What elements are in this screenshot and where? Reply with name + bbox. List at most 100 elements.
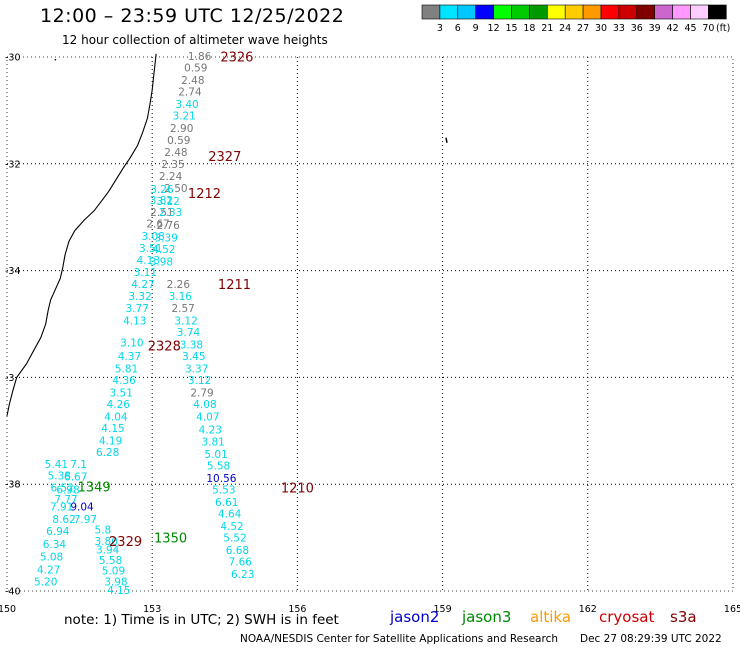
- color-bin-swatch: [672, 4, 691, 20]
- wave-height-value: 4.15: [101, 423, 124, 435]
- color-bar-unit: (ft): [716, 23, 730, 34]
- longitude-tick-label: 162: [579, 604, 597, 615]
- wave-height-value: 3.81: [201, 436, 224, 448]
- wave-height-value: 4.23: [199, 425, 222, 437]
- satellite-legend-jason2: jason2: [390, 608, 440, 626]
- color-bin-label: 3: [437, 23, 443, 34]
- color-bin-swatch: [618, 4, 638, 20]
- color-bin-swatch: [546, 4, 566, 20]
- wave-height-value: 7.97: [74, 514, 97, 526]
- wave-height-value: 6.67: [64, 472, 87, 484]
- wave-height-value: 5.38: [48, 471, 71, 483]
- wave-height-value: 2.57: [171, 303, 194, 315]
- pass-number-label: 2329: [109, 535, 142, 550]
- wave-height-value: 3.98: [150, 257, 173, 269]
- wave-height-value: 7.77: [54, 494, 77, 506]
- longitude-tick-label: 150: [0, 604, 16, 615]
- wave-height-value: 2.76: [156, 220, 180, 232]
- color-bin-label: 27: [577, 23, 589, 34]
- wave-height-value: 6.61: [215, 497, 238, 509]
- wave-height-value: 0.59: [184, 63, 207, 75]
- wave-height-value: 5.58: [99, 555, 122, 567]
- latitude-tick-label: -40: [5, 587, 21, 598]
- wave-height-value: 3.16: [169, 291, 193, 303]
- wave-height-value: 3.32: [128, 291, 151, 303]
- small-island: [54, 58, 57, 61]
- wave-height-value: 2.67: [146, 219, 169, 231]
- wave-height-value: 2.51: [150, 207, 173, 219]
- wave-height-value: 5.41: [45, 459, 68, 471]
- color-bin-swatch: [582, 4, 602, 20]
- wave-height-value: 3.94: [96, 544, 120, 556]
- wave-height-value: 3.12: [156, 196, 179, 208]
- wave-height-value: 3.12: [174, 315, 197, 327]
- longitude-tick-label: 159: [434, 604, 452, 615]
- pass-number-label: 2327: [208, 150, 241, 165]
- wave-height-value: 5.20: [34, 576, 57, 588]
- wave-height-value: 4.27: [131, 279, 154, 291]
- color-bin-label: 39: [649, 23, 661, 34]
- wave-height-value: 4.07: [196, 411, 219, 423]
- wave-height-value: 2.24: [159, 171, 183, 183]
- wave-height-value: 4.13: [123, 315, 146, 327]
- color-bin-label: 33: [613, 23, 625, 34]
- color-bin-label: 36: [631, 23, 643, 34]
- wave-height-value: 2.48: [181, 75, 204, 87]
- wave-height-value: 4.64: [218, 509, 242, 521]
- latitude-tick-label: -38: [5, 480, 21, 491]
- wave-height-value: 7.91: [50, 502, 73, 514]
- wave-height-value: 4.37: [118, 351, 141, 363]
- color-bin-label: 24: [559, 23, 571, 34]
- pass-number-label: 1210: [281, 481, 314, 496]
- wave-height-value: 1.86: [188, 51, 212, 63]
- color-bin-label: 42: [667, 23, 679, 34]
- wave-height-value: 3.39: [155, 232, 178, 244]
- wave-height-value: 6.23: [231, 569, 254, 581]
- lat-lon-grid: [7, 57, 733, 591]
- wave-height-value: 2.79: [190, 387, 213, 399]
- satellite-legend-s3a: s3a: [670, 608, 697, 626]
- color-bin-label: 6: [455, 23, 461, 34]
- wave-height-value: 7.66: [229, 557, 253, 569]
- wave-height-value: 4.15: [107, 585, 130, 597]
- pass-number-label: 2328: [148, 339, 181, 354]
- color-bin-label: 9: [473, 23, 479, 34]
- map-title: 12:00 – 23:59 UTC 12/25/2022: [40, 5, 345, 27]
- wave-height-value: 2.50: [164, 183, 187, 195]
- longitude-tick-label: 165: [724, 604, 740, 615]
- color-bin-label: 70: [702, 23, 714, 34]
- wave-height-value: 3.38: [180, 339, 203, 351]
- latitude-tick-label: -32: [5, 159, 21, 170]
- wave-height-value: 9.04: [70, 502, 94, 514]
- wave-height-value: 3.74: [177, 327, 201, 339]
- pass-number-label: 1349: [78, 480, 111, 495]
- wave-height-value: 6.28: [96, 447, 119, 459]
- wave-height-value: 2.33: [159, 207, 182, 219]
- longitude-tick-label: 153: [143, 604, 161, 615]
- color-bin-label: 18: [523, 23, 535, 34]
- color-scale-legend: 3 6 9 12 15 18 21 24 27 30 33 36 39 42 45 70 (ft): [421, 4, 730, 34]
- axis-tick-labels: 150 153 156 159 162 165 -30 -32 -34 -3 -38 -40: [0, 53, 740, 616]
- wave-height-value: 2.26: [167, 279, 191, 291]
- color-bin-label: 45: [684, 23, 696, 34]
- lord-howe-island: [445, 137, 448, 143]
- pass-number-label: 1211: [218, 278, 251, 293]
- wave-height-value: 3.21: [172, 111, 195, 123]
- color-bin-label: 15: [505, 23, 517, 34]
- color-bin-label: 12: [488, 23, 500, 34]
- wave-height-value: 4.13: [137, 255, 160, 267]
- wave-height-value: 10.56: [206, 473, 236, 485]
- latitude-tick-label: -3: [5, 373, 18, 384]
- pass-number-label: 1350: [154, 532, 187, 547]
- wave-height-value: 3.98: [104, 576, 127, 588]
- credit-line: NOAA/NESDIS Center for Satellite Applica…: [240, 633, 558, 645]
- wave-height-value: 3.26: [150, 184, 174, 196]
- wave-height-value: 2.74: [178, 87, 202, 99]
- wave-height-value: 5.09: [102, 566, 125, 578]
- wave-height-value: 3.51: [110, 387, 133, 399]
- wave-height-value: 4.27: [37, 565, 60, 577]
- wave-height-value: 3.51: [139, 243, 162, 255]
- color-bin-swatch: [439, 4, 459, 20]
- wave-height-value: 0.59: [167, 135, 190, 147]
